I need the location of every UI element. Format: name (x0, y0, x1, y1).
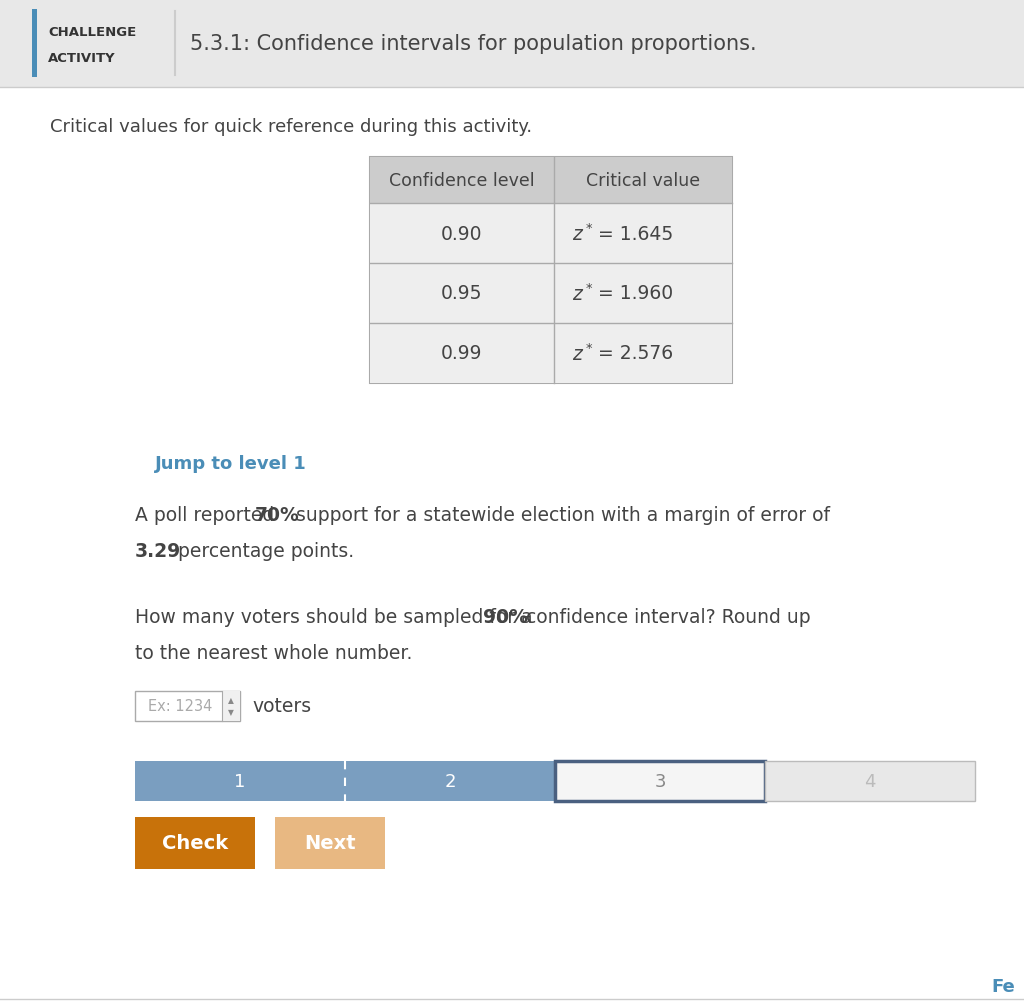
Text: 2: 2 (444, 772, 456, 790)
Bar (345, 761, 555, 801)
Text: $z^*$: $z^*$ (572, 223, 594, 245)
Text: ▼: ▼ (228, 708, 233, 717)
Text: A poll reported: A poll reported (135, 506, 281, 525)
Text: $z^*$: $z^*$ (572, 283, 594, 305)
Text: 3: 3 (654, 772, 666, 790)
Text: 1: 1 (234, 772, 246, 790)
Text: 90%: 90% (483, 608, 528, 627)
Text: = 1.960: = 1.960 (598, 284, 673, 303)
Bar (370, 204, 732, 264)
Text: = 1.645: = 1.645 (598, 225, 673, 244)
Text: 4: 4 (864, 772, 876, 790)
Text: voters: voters (252, 697, 311, 716)
Text: Confidence level: Confidence level (389, 172, 535, 190)
Text: 0.90: 0.90 (441, 225, 482, 244)
Bar (32, 10, 37, 78)
Text: support for a statewide election with a margin of error of: support for a statewide election with a … (290, 506, 830, 525)
Bar (135, 817, 255, 870)
Text: Next: Next (304, 833, 355, 853)
Text: ▲: ▲ (228, 696, 233, 705)
Bar (222, 691, 240, 721)
Text: percentage points.: percentage points. (172, 542, 354, 561)
Bar (370, 157, 732, 383)
Text: 5.3.1: Confidence intervals for population proportions.: 5.3.1: Confidence intervals for populati… (190, 34, 757, 54)
Text: ACTIVITY: ACTIVITY (48, 52, 116, 65)
Bar (370, 157, 732, 204)
Text: Ex: 1234: Ex: 1234 (148, 699, 212, 714)
Bar (765, 761, 975, 801)
Bar (555, 761, 765, 801)
Text: CHALLENGE: CHALLENGE (48, 26, 136, 39)
Bar (0, 0, 1024, 88)
Text: Critical values for quick reference during this activity.: Critical values for quick reference duri… (50, 118, 532, 135)
Text: 0.95: 0.95 (441, 284, 482, 303)
Bar (135, 761, 555, 801)
Bar (275, 817, 385, 870)
Bar (135, 761, 345, 801)
Text: Fe: Fe (991, 977, 1015, 995)
Text: Check: Check (162, 833, 228, 853)
Bar (370, 324, 732, 383)
Text: 0.99: 0.99 (441, 344, 482, 363)
Text: 70%: 70% (255, 506, 300, 525)
Text: $z^*$: $z^*$ (572, 343, 594, 364)
Text: = 2.576: = 2.576 (598, 344, 673, 363)
Text: Critical value: Critical value (586, 172, 700, 190)
Text: 3.29: 3.29 (135, 542, 181, 561)
Bar (370, 264, 732, 324)
Text: Jump to level 1: Jump to level 1 (155, 454, 307, 472)
Bar (135, 691, 240, 721)
Text: confidence interval? Round up: confidence interval? Round up (520, 608, 811, 627)
Text: to the nearest whole number.: to the nearest whole number. (135, 643, 413, 662)
Text: How many voters should be sampled for a: How many voters should be sampled for a (135, 608, 539, 627)
